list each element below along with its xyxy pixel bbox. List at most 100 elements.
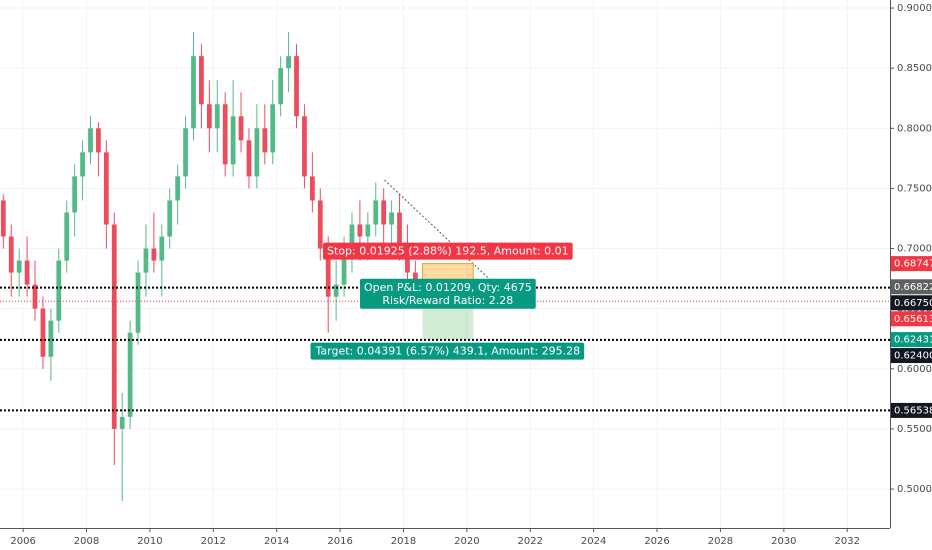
candle-body (357, 224, 363, 237)
pnl-label-box (359, 278, 536, 309)
x-tick-label: 2022 (518, 536, 543, 547)
candle-body (302, 116, 307, 177)
candle-body (111, 224, 117, 429)
price-tag-label: 0.66822 (894, 282, 932, 293)
price-tag: 0.56538 (891, 402, 932, 418)
stop-label-text: Stop: 0.01925 (2.88%) 192.5, Amount: 0.0… (327, 245, 569, 258)
candle-body (64, 212, 70, 261)
candle-body (214, 104, 220, 129)
candle-body (32, 284, 38, 309)
candle-body (183, 128, 188, 177)
candle-body (80, 152, 85, 177)
candle-body (143, 248, 149, 273)
x-tick-label: 2014 (264, 536, 289, 547)
price-tag-label: 0.62431 (894, 335, 932, 346)
candle-body (167, 200, 173, 237)
x-tick-label: 2016 (327, 536, 352, 547)
candle-body (365, 224, 371, 237)
price-tag-label: 0.56538 (894, 405, 932, 416)
candle-body (246, 140, 252, 177)
candle-body (317, 200, 323, 249)
price-tag-box (891, 348, 932, 364)
trendline (384, 179, 503, 291)
candle-body (341, 248, 347, 285)
candle-body (381, 200, 387, 225)
candle-body (397, 212, 402, 249)
candle-body (206, 104, 212, 129)
candle-body (278, 68, 284, 105)
candle-body (309, 176, 315, 201)
target-label: Target: 0.04391 (6.57%) 439.1, Amount: 2… (310, 342, 585, 360)
x-tick-label: 2024 (581, 536, 606, 547)
price-tag-box (891, 311, 932, 327)
candle-body (119, 416, 125, 429)
y-tick-label: 0.90000 (897, 3, 932, 14)
x-tick-label: 2006 (10, 536, 35, 547)
pnl-label: Open P&L: 0.01209, Qty: 4675Risk/Reward … (359, 278, 536, 309)
candle-body (262, 128, 268, 153)
candle-body (294, 56, 299, 117)
candle-body (96, 128, 101, 153)
candle-body (175, 176, 181, 201)
x-tick-label: 2020 (454, 536, 479, 547)
candle-body (135, 272, 141, 333)
x-tick-label: 2010 (137, 536, 162, 547)
candle-body (159, 236, 165, 261)
candle-body (151, 248, 157, 261)
candle-body (88, 128, 93, 153)
price-tag: 0.68747 (891, 256, 932, 272)
x-tick-label: 2026 (644, 536, 669, 547)
price-tag: 0.62400 (891, 348, 932, 364)
candle-body (238, 116, 244, 141)
candle-body (72, 176, 78, 213)
target-label-box (310, 342, 585, 360)
candle-body (405, 248, 410, 273)
price-tag-label: 0.65613 (894, 314, 932, 325)
x-tick-label: 2008 (74, 536, 99, 547)
candle-body (16, 260, 22, 273)
price-tag: 0.65613 (891, 311, 932, 327)
candle-body (8, 236, 14, 273)
price-tag-box (891, 256, 932, 272)
price-tag-box (891, 279, 932, 295)
x-tick-label: 2030 (771, 536, 796, 547)
x-tick-label: 2028 (708, 536, 733, 547)
candle-body (389, 212, 394, 225)
price-tag: 0.66822 (891, 279, 932, 295)
candle-body (373, 200, 379, 225)
pnl-label-text: Open P&L: 0.01209, Qty: 4675 (364, 281, 532, 294)
candle-body (199, 56, 204, 105)
candle-body (230, 116, 236, 165)
price-tag: 0.62431 (891, 332, 932, 348)
x-tick-label: 2018 (391, 536, 416, 547)
price-tag-label: 0.68747 (894, 259, 932, 270)
candle-body (270, 104, 276, 153)
price-tag-box (891, 295, 932, 311)
candle-body (222, 104, 228, 165)
candle-body (333, 284, 339, 297)
candle-body (286, 56, 291, 69)
candle-body (325, 248, 331, 297)
stop-label-box (323, 242, 573, 260)
x-tick-label: 2032 (834, 536, 859, 547)
price-tag-box (891, 402, 932, 418)
target-label-text: Target: 0.04391 (6.57%) 439.1, Amount: 2… (315, 345, 581, 358)
candle-body (56, 260, 62, 321)
price-tag-label: 0.62400 (894, 351, 932, 362)
candle-body (24, 260, 30, 285)
candle-body (412, 272, 418, 285)
price-tag-label: 0.66750 (894, 298, 932, 309)
candle-body (103, 152, 109, 225)
price-tag: 0.66750 (891, 295, 932, 311)
rr-label-text: Risk/Reward Ratio: 2.28 (382, 294, 513, 307)
price-tag-box (891, 332, 932, 348)
